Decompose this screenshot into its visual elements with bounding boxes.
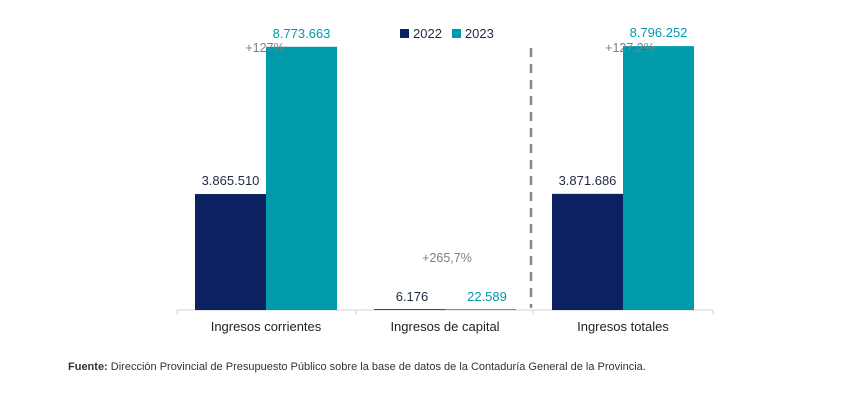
bar-2023-ingresos-de-capital: [445, 309, 516, 310]
bar-chart: 3.865.510 8.773.663 6.176 22.589 3.871.686 8.…: [176, 25, 714, 334]
bar-2023-ingresos-totales: [623, 46, 694, 311]
data-label-2023-ingresos-de-capital: 22.589: [467, 289, 507, 304]
source-text: Dirección Provincial de Presupuesto Públ…: [107, 361, 646, 373]
category-label-ingresos-de-capital: Ingresos de capital: [390, 319, 499, 334]
data-label-2022-ingresos-de-capital: 6.176: [396, 289, 429, 304]
source-prefix: Fuente:: [68, 361, 108, 373]
bar-2022-ingresos-corrientes: [195, 194, 266, 310]
legend-swatch-2023: [451, 29, 461, 38]
category-label-ingresos-corrientes: Ingresos corrientes: [211, 319, 322, 334]
chart-legend: 2022 2023: [400, 26, 494, 41]
legend-item-2022: 2022: [400, 26, 442, 41]
category-label-ingresos-totales: Ingresos totales: [577, 319, 669, 334]
bar-2022-ingresos-totales: [552, 193, 623, 310]
legend-label-2023: 2023: [464, 26, 494, 41]
growth-annotation-ingresos-de-capital: +265,7%: [422, 251, 472, 265]
data-label-2022-ingresos-totales: 3.871.686: [559, 173, 617, 188]
bar-2022-ingresos-de-capital: [374, 309, 445, 310]
legend-item-2023: 2023: [451, 26, 494, 41]
data-label-2023-ingresos-totales: 8.796.252: [630, 25, 688, 40]
growth-annotation-ingresos-totales: +127,2%: [605, 41, 655, 55]
source-note: Fuente: Dirección Provincial de Presupue…: [68, 361, 646, 373]
data-label-2023-ingresos-corrientes: 8.773.663: [273, 26, 331, 41]
bar-2023-ingresos-corrientes: [266, 46, 337, 311]
data-label-2022-ingresos-corrientes: 3.865.510: [202, 173, 260, 188]
growth-annotation-ingresos-corrientes: +127%: [245, 41, 284, 55]
legend-swatch-2022: [400, 29, 409, 38]
legend-label-2022: 2022: [413, 26, 442, 41]
